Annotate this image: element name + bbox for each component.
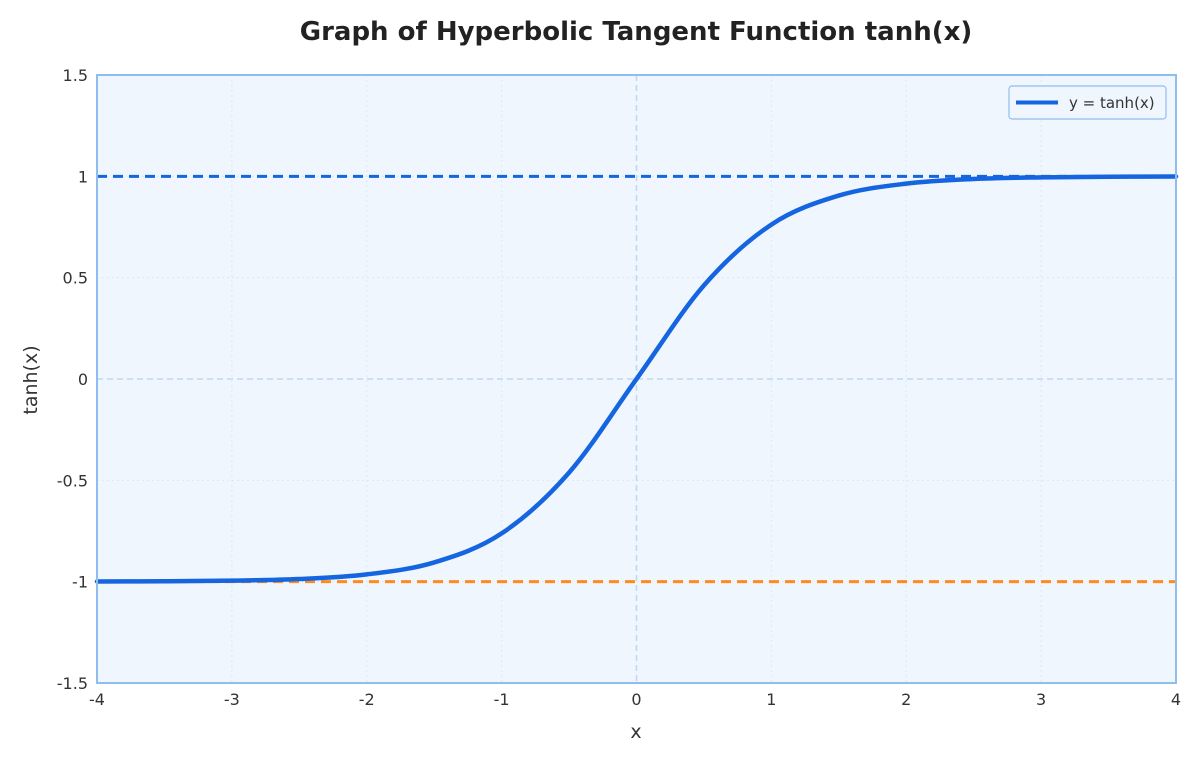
x-tick-label: 4	[1171, 690, 1181, 709]
y-axis-ticks: 1.5 1 0.5 0 -0.5 -1 -1.5	[57, 66, 88, 693]
x-tick-label: -2	[359, 690, 375, 709]
legend-box	[1008, 85, 1167, 120]
x-tick-label: -4	[89, 690, 105, 709]
y-tick-label: 0	[78, 370, 88, 389]
legend: y = tanh(x)	[1008, 85, 1167, 120]
series-lines	[94, 174, 1179, 584]
x-tick-label: -1	[494, 690, 510, 709]
y-tick-label: -1.5	[57, 674, 88, 693]
x-tick-label: -3	[224, 690, 240, 709]
x-tick-label: 3	[1036, 690, 1046, 709]
y-tick-label: -1	[72, 573, 88, 592]
y-tick-label: -0.5	[57, 471, 88, 490]
x-tick-label: 1	[766, 690, 776, 709]
x-tick-label: 0	[631, 690, 641, 709]
x-axis-ticks: -4 -3 -2 -1 0 1 2 3 4	[89, 690, 1181, 709]
x-axis-label: x	[630, 721, 641, 743]
legend-label: y = tanh(x)	[1069, 94, 1155, 112]
x-tick-label: 2	[901, 690, 911, 709]
plot-border	[96, 74, 1177, 684]
chart-title: Graph of Hyperbolic Tangent Function tan…	[300, 17, 973, 47]
y-tick-label: 1	[78, 167, 88, 186]
series-line-tanh	[94, 174, 1179, 584]
y-tick-label: 0.5	[63, 269, 88, 288]
y-tick-label: 1.5	[63, 66, 88, 85]
y-axis-label: tanh(x)	[20, 345, 42, 414]
